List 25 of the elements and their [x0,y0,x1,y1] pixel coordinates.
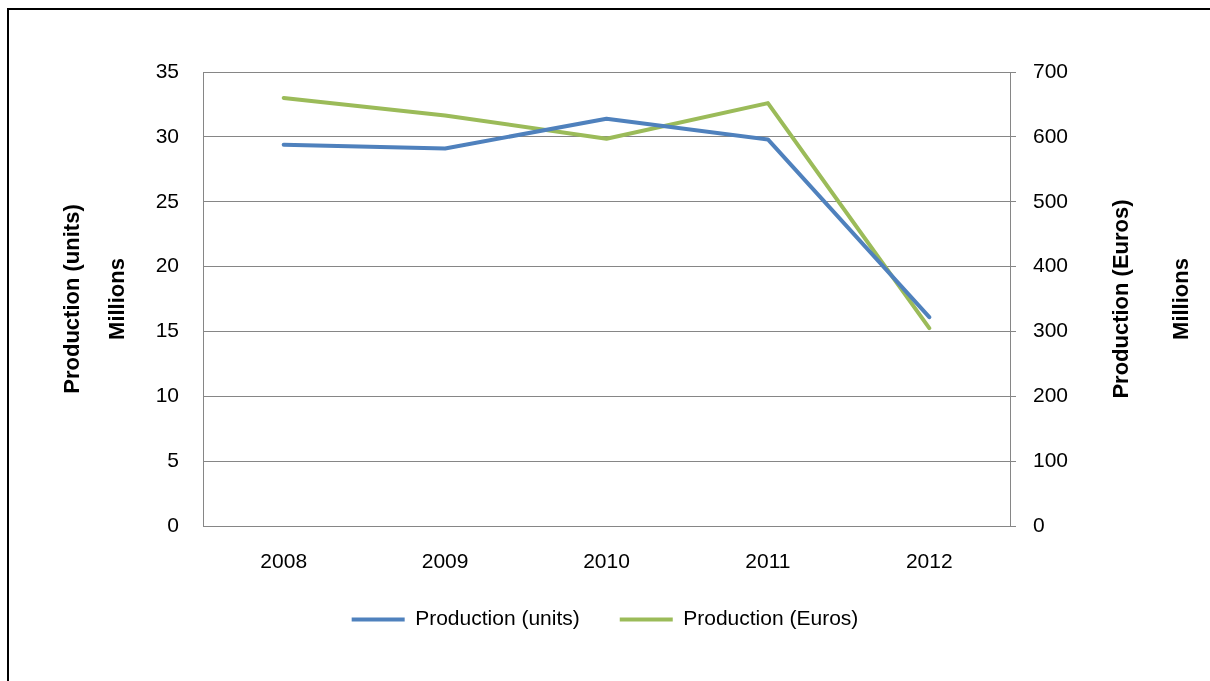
y2-tick-label: 500 [1033,188,1069,212]
y-tick-label: 10 [155,383,179,407]
y2-tick-label: 100 [1033,447,1069,471]
y-tick-label: 5 [167,447,179,471]
y2-tick-label: 0 [1033,512,1045,536]
y-tick-label: 30 [155,123,179,147]
x-tick-label: 2010 [583,549,630,573]
y-axis-title: Production (units) Millions [59,204,130,394]
text: Production (Euros) Millions [1108,199,1194,399]
x-tick-label: 2012 [905,549,953,573]
y-tick-label: 25 [155,188,179,212]
y2-tick-label: 600 [1033,123,1069,147]
y2-tick-label: 400 [1033,253,1069,277]
y2-tick-label: 700 [1033,58,1069,82]
x-tick-label: 2008 [260,549,308,573]
y2-tick-label: 300 [1033,318,1069,342]
y-tick-label: 15 [155,318,179,342]
y2-tick-label: 200 [1033,383,1069,407]
y-tick-label: 0 [167,512,179,536]
legend-label: Production (units) [415,606,580,630]
x-tick-label: 2009 [421,549,469,573]
y-tick-label: 20 [155,253,179,277]
y-tick-label: 35 [155,58,179,82]
x-tick-label: 2011 [745,549,791,573]
legend-label: Production (Euros) [683,606,859,630]
